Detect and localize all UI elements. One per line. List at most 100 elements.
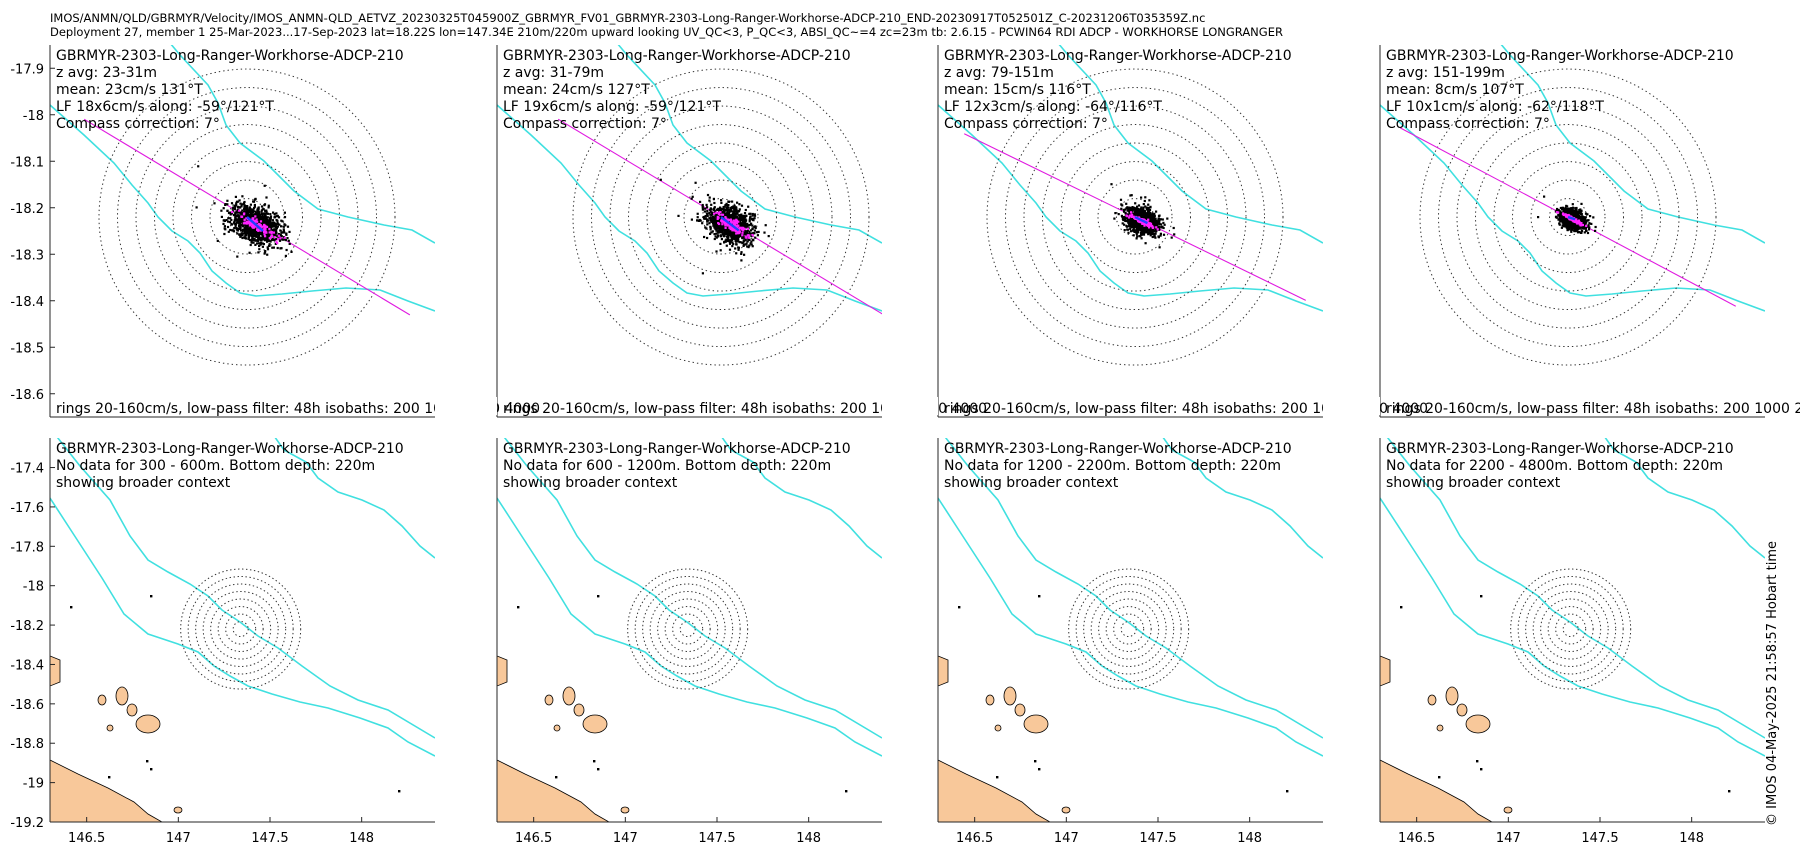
scatter-point [735,206,738,209]
scatter-point [237,215,240,218]
scatter-point [724,204,727,207]
scatter-point [1563,222,1566,225]
scatter-point [251,236,254,239]
scatter-point [1562,221,1565,224]
scatter-point [233,221,236,224]
scatter-point [718,228,721,231]
scatter-point [285,233,288,236]
scatter-point [257,214,260,217]
y-tick-label: -17.9 [10,62,44,77]
scatter-point [256,208,259,212]
scatter-outlier [659,178,662,181]
scatter-point [1576,212,1579,216]
scatter-point [744,231,747,234]
scatter-point [745,233,748,236]
scatter-point [252,228,255,231]
scatter-point [261,212,264,215]
scatter-point [1148,211,1151,215]
scatter-point [1145,206,1148,209]
scatter-point [738,241,741,244]
scatter-point [707,219,710,222]
scatter-point [739,241,742,244]
scatter-point [1143,217,1146,220]
scatter-point [265,212,268,215]
lowpass-point [724,226,727,229]
scatter-point [1580,217,1583,220]
scatter-point [272,238,275,241]
lowpass-point [730,220,733,223]
lowpass-point [747,234,750,237]
scatter-point [1132,223,1135,226]
scatter-point [282,228,285,231]
lowpass-point [1151,225,1154,228]
scatter-point [1163,223,1166,226]
lowpass-point [246,222,249,225]
scatter-point [720,199,723,202]
scatter-point [733,204,736,207]
ring-80cm-s [1060,142,1210,292]
lowpass-point [256,220,259,223]
scatter-point [712,197,715,200]
scatter-point [257,210,260,213]
scatter-point [267,230,270,233]
scatter-point [715,219,718,222]
scatter-point [254,235,257,238]
scatter-point [252,208,255,211]
scatter-point [264,250,267,253]
scatter-point [715,215,718,219]
lowpass-point [265,231,268,234]
scatter-point [729,240,732,243]
lowpass-point [271,234,274,237]
scatter-point [1568,210,1571,213]
scatter-point [748,220,751,223]
lowpass-point [724,216,727,219]
scatter-point [234,218,237,221]
scatter-point [1122,208,1125,211]
scatter-point [1117,213,1120,216]
scatter-point [1568,227,1571,230]
lowpass-point [741,234,744,237]
scatter-point [239,224,243,227]
scatter-point [1581,227,1584,230]
y-tick-label: -18.6 [10,388,44,403]
scatter-point [243,208,246,211]
scatter-point [241,230,244,233]
scatter-point [706,193,710,197]
scatter-point [764,224,767,227]
scatter-point [238,206,241,209]
scatter-point [1585,219,1588,222]
isobath-line [938,104,1323,312]
scatter-point [1152,220,1155,223]
scatter-point [753,214,757,217]
lowpass-point [1148,226,1151,229]
scatter-point [255,232,258,235]
lowpass-point [1141,221,1144,224]
scatter-point [278,223,281,226]
scatter-point [1151,231,1154,234]
scatter-point [740,204,744,207]
scatter-point [1133,210,1136,213]
scatter-point [237,220,240,224]
scatter-point [1561,224,1564,227]
scatter-point [1577,215,1580,218]
scatter-point [1580,230,1584,233]
scatter-point [271,219,274,222]
panel-text-line: z avg: 23-31m [56,65,157,81]
lowpass-point [1128,214,1132,217]
scatter-point [736,215,739,219]
isobath-line [497,104,882,312]
lowpass-point [732,219,735,222]
scatter-point [741,220,744,224]
ring-60cm-s [1079,161,1191,274]
lowpass-point [1146,223,1149,226]
scatter-point [1141,226,1144,229]
scatter-point [1557,208,1560,212]
scatter-point [263,238,266,241]
scatter-point [750,240,753,243]
top-panel-3: GBRMYR-2303-Long-Ranger-Workhorse-ADCP-2… [937,45,1428,418]
scatter-point [262,243,265,246]
scatter-point [1149,217,1152,221]
scatter-points [659,178,770,275]
scatter-point [713,216,716,219]
scatter-point [258,232,261,235]
